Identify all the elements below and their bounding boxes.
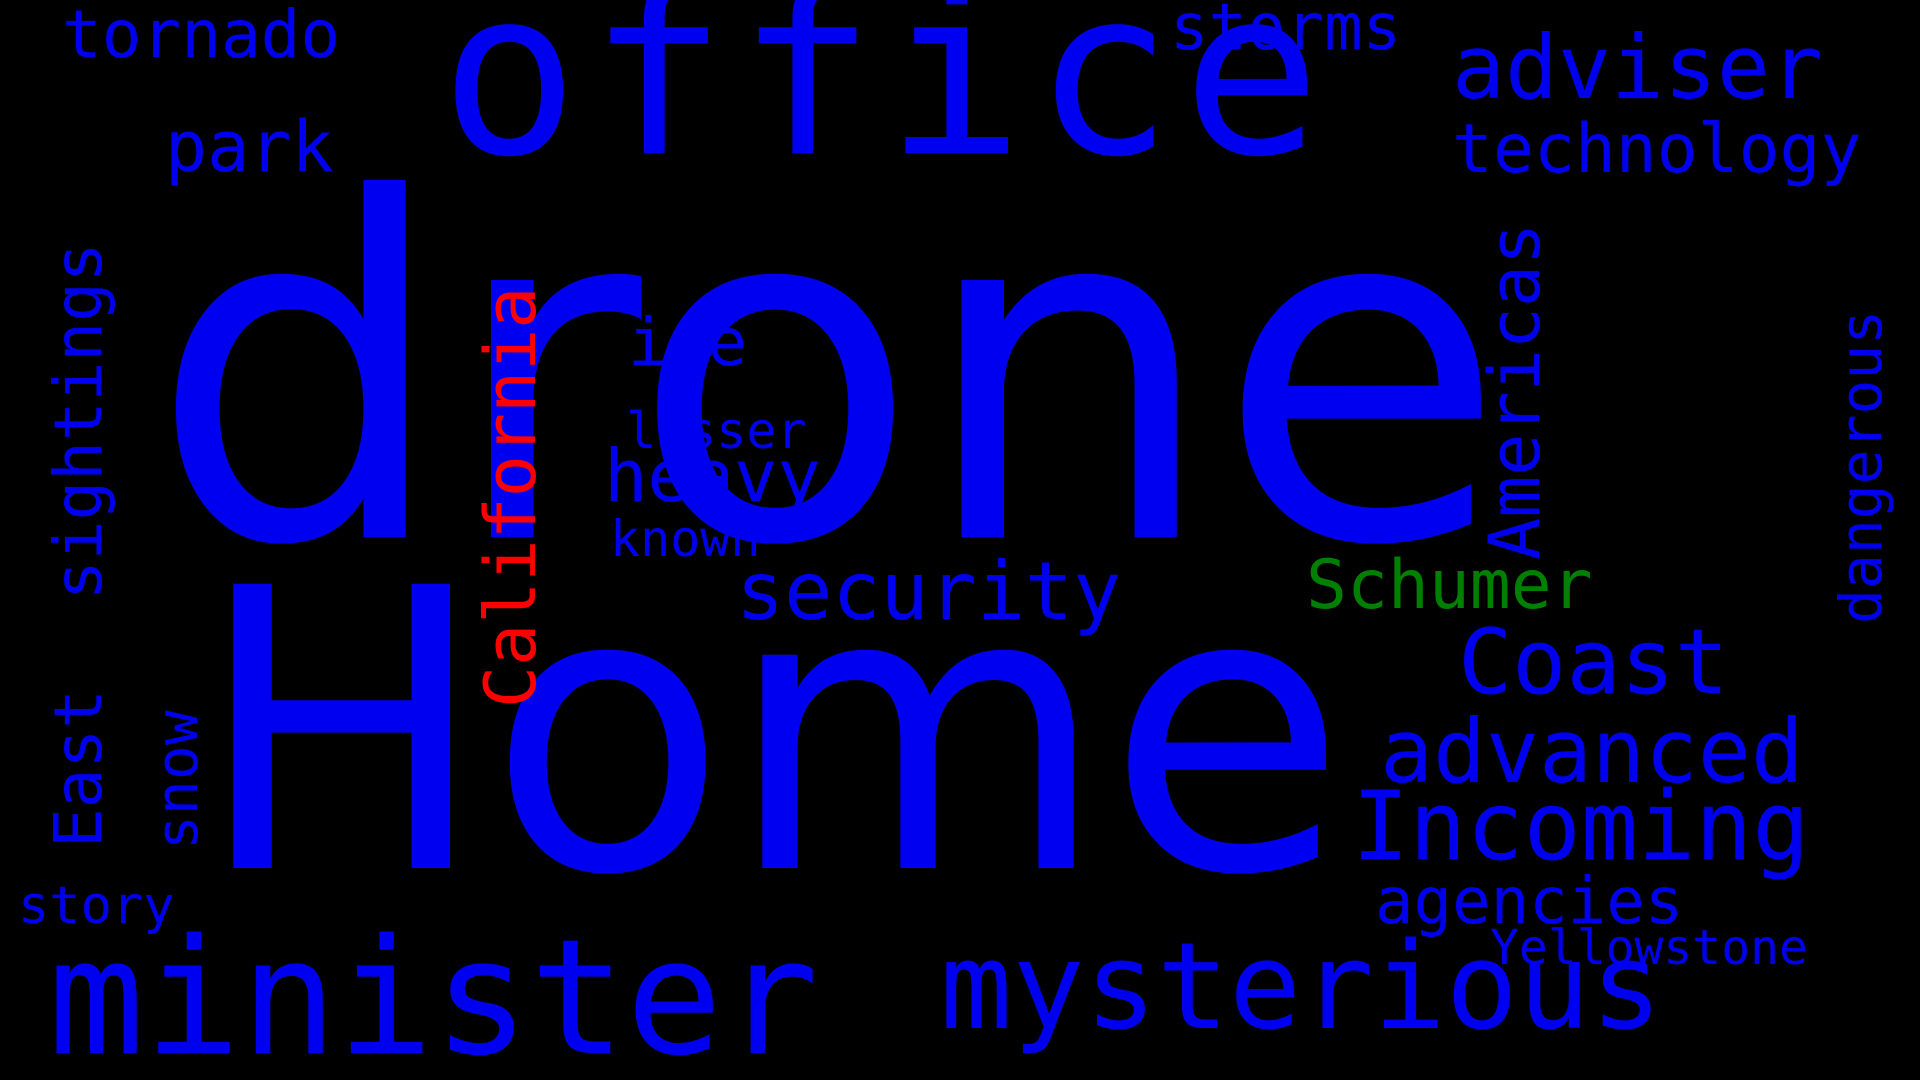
word-home: Home (195, 506, 1347, 960)
word-story: story (18, 876, 175, 936)
word-security: security (736, 545, 1122, 638)
word-sightings: sightings (40, 242, 117, 600)
word-advanced: advanced (1380, 700, 1804, 803)
word-ice: ice (628, 304, 748, 381)
word-east: East (40, 689, 117, 848)
word-yellowstone: Yellowstone (1490, 920, 1808, 976)
word-storms: storms (1170, 0, 1402, 65)
word-park: park (165, 106, 334, 188)
word-office: office (440, 0, 1331, 208)
word-agencies: agencies (1375, 865, 1684, 939)
word-schumer: Schumer (1306, 546, 1593, 625)
word-snow: snow (143, 710, 211, 850)
word-california: California (470, 286, 552, 708)
word-incoming: Incoming (1352, 772, 1810, 882)
word-americas: Americas (1474, 222, 1556, 560)
word-technology: technology (1452, 110, 1862, 189)
word-mysterious: mysterious (940, 918, 1663, 1057)
word-minister: minister (48, 904, 819, 1080)
word-lesser: lesser (626, 402, 807, 460)
word-known: known (610, 510, 761, 568)
word-drone: drone (150, 101, 1506, 648)
word-adviser: adviser (1452, 16, 1823, 119)
word-dangerous: dangerous (1827, 309, 1895, 624)
word-coast: Coast (1458, 610, 1729, 715)
word-heavy: heavy (604, 434, 821, 518)
word-tornado: tornado (62, 0, 341, 73)
